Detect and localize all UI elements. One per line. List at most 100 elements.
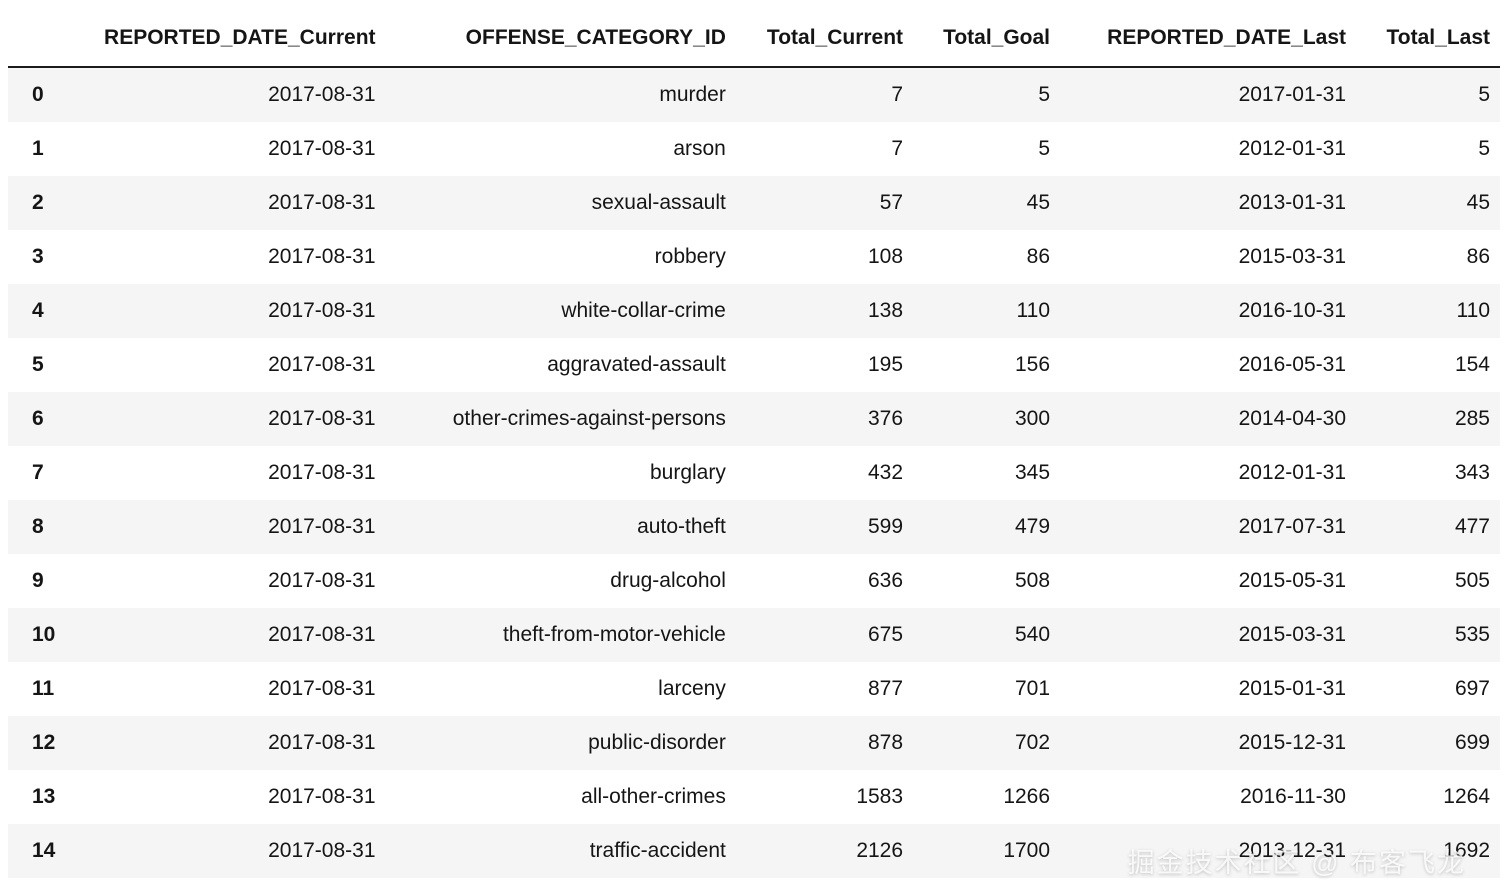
row-index: 5 xyxy=(32,353,44,376)
table-cell-Total_Last: 1692 xyxy=(1443,839,1490,862)
table-cell-REPORTED_DATE_Last: 2013-01-31 xyxy=(1238,191,1346,214)
column-header-total-last: Total_Last xyxy=(1356,4,1500,68)
table-cell-Total_Current: 138 xyxy=(868,299,904,322)
table-cell-Total_Goal: 479 xyxy=(1014,515,1051,538)
table-cell-REPORTED_DATE_Last: 2014-04-30 xyxy=(1238,407,1346,430)
table-cell-REPORTED_DATE_Current: 2017-08-31 xyxy=(268,299,376,322)
table-cell-OFFENSE_CATEGORY_ID: aggravated-assault xyxy=(547,353,726,376)
table-cell-OFFENSE_CATEGORY_ID: all-other-crimes xyxy=(581,785,726,808)
table-cell-Total_Last: 154 xyxy=(1454,353,1490,376)
table-cell-Total_Current: 675 xyxy=(868,623,904,646)
table-cell-Total_Current: 636 xyxy=(868,569,904,592)
row-index: 8 xyxy=(32,515,44,538)
table-cell-Total_Current: 877 xyxy=(868,677,904,700)
table-cell-REPORTED_DATE_Current: 2017-08-31 xyxy=(268,83,376,106)
table-cell-REPORTED_DATE_Current: 2017-08-31 xyxy=(268,461,376,484)
table-cell-Total_Current: 599 xyxy=(868,515,904,538)
table-cell-Total_Last: 110 xyxy=(1456,299,1490,322)
table-cell-REPORTED_DATE_Current: 2017-08-31 xyxy=(268,191,376,214)
table-cell-REPORTED_DATE_Current: 2017-08-31 xyxy=(268,731,376,754)
table-cell-Total_Goal: 300 xyxy=(1014,407,1051,430)
row-index: 12 xyxy=(32,731,56,754)
row-index: 9 xyxy=(32,569,44,592)
table-cell-REPORTED_DATE_Last: 2015-03-31 xyxy=(1238,245,1346,268)
table-cell-Total_Current: 108 xyxy=(868,245,904,268)
table-cell-Total_Last: 45 xyxy=(1466,191,1490,214)
table-cell-REPORTED_DATE_Current: 2017-08-31 xyxy=(268,677,376,700)
table-cell-REPORTED_DATE_Last: 2016-11-30 xyxy=(1240,785,1346,808)
table-cell-Total_Last: 1264 xyxy=(1443,785,1490,808)
column-header-total-goal: Total_Goal xyxy=(913,4,1061,68)
table-cell-REPORTED_DATE_Last: 2013-12-31 xyxy=(1238,839,1346,862)
table-cell-Total_Goal: 45 xyxy=(1026,191,1051,214)
table-row: 5 2017-08-31 aggravated-assault 195 156 2016-… xyxy=(8,338,1500,392)
table-cell-REPORTED_DATE_Last: 2015-12-31 xyxy=(1238,731,1346,754)
table-cell-REPORTED_DATE_Current: 2017-08-31 xyxy=(268,353,376,376)
table-cell-Total_Current: 7 xyxy=(891,137,904,160)
table-cell-OFFENSE_CATEGORY_ID: other-crimes-against-persons xyxy=(452,407,726,430)
table-cell-OFFENSE_CATEGORY_ID: burglary xyxy=(649,461,726,484)
table-row: 12 2017-08-31 public-disorder 878 702 2015-12… xyxy=(8,716,1500,770)
table-cell-REPORTED_DATE_Last: 2017-01-31 xyxy=(1238,83,1346,106)
table-cell-Total_Goal: 702 xyxy=(1014,731,1051,754)
table-cell-REPORTED_DATE_Last: 2015-03-31 xyxy=(1238,623,1346,646)
table-row: 7 2017-08-31 burglary 432 345 2012-01-31 343 xyxy=(8,446,1500,500)
row-index: 1 xyxy=(32,137,44,160)
table-cell-REPORTED_DATE_Last: 2016-05-31 xyxy=(1238,353,1346,376)
table-cell-Total_Goal: 86 xyxy=(1026,245,1051,268)
table-cell-REPORTED_DATE_Last: 2012-01-31 xyxy=(1238,137,1346,160)
table-row: 10 2017-08-31 theft-from-motor-vehicle 675 5… xyxy=(8,608,1500,662)
table-cell-Total_Last: 477 xyxy=(1454,515,1490,538)
row-index: 7 xyxy=(32,461,44,484)
table-cell-REPORTED_DATE_Current: 2017-08-31 xyxy=(268,407,376,430)
table-cell-Total_Goal: 5 xyxy=(1038,83,1051,106)
table-cell-Total_Current: 432 xyxy=(868,461,904,484)
table-cell-REPORTED_DATE_Current: 2017-08-31 xyxy=(268,623,376,646)
table-cell-Total_Current: 1583 xyxy=(856,785,904,808)
row-index: 14 xyxy=(32,839,56,862)
table-cell-REPORTED_DATE_Current: 2017-08-31 xyxy=(268,785,376,808)
table-cell-OFFENSE_CATEGORY_ID: arson xyxy=(673,137,726,160)
table-cell-Total_Goal: 5 xyxy=(1038,137,1051,160)
table-cell-Total_Last: 697 xyxy=(1454,677,1490,700)
table-cell-Total_Goal: 1266 xyxy=(1003,785,1051,808)
table-cell-Total_Current: 7 xyxy=(891,83,904,106)
table-row: 8 2017-08-31 auto-theft 599 479 2017-07-31 477 xyxy=(8,500,1500,554)
table-cell-OFFENSE_CATEGORY_ID: public-disorder xyxy=(588,731,726,754)
header-row: REPORTED_DATE_Current OFFENSE_CATEGORY_I… xyxy=(8,4,1500,68)
table-cell-Total_Last: 5 xyxy=(1478,137,1490,160)
table-cell-Total_Goal: 540 xyxy=(1014,623,1051,646)
table-cell-OFFENSE_CATEGORY_ID: white-collar-crime xyxy=(561,299,726,322)
column-header-reported-date-last: REPORTED_DATE_Last xyxy=(1060,4,1356,68)
table-cell-REPORTED_DATE_Current: 2017-08-31 xyxy=(268,515,376,538)
table-cell-Total_Last: 699 xyxy=(1454,731,1490,754)
table-cell-REPORTED_DATE_Current: 2017-08-31 xyxy=(268,569,376,592)
row-index: 4 xyxy=(32,299,44,322)
table-cell-REPORTED_DATE_Current: 2017-08-31 xyxy=(268,839,376,862)
table-cell-REPORTED_DATE_Last: 2015-05-31 xyxy=(1238,569,1346,592)
row-index: 11 xyxy=(32,677,55,700)
table-cell-REPORTED_DATE_Last: 2016-10-31 xyxy=(1238,299,1346,322)
table-row: 11 2017-08-31 larceny 877 701 2015-01-31 697 xyxy=(8,662,1500,716)
table-cell-REPORTED_DATE_Current: 2017-08-31 xyxy=(268,245,376,268)
table-cell-Total_Current: 878 xyxy=(868,731,904,754)
table-row: 2 2017-08-31 sexual-assault 57 45 2013-01-31 4… xyxy=(8,176,1500,230)
column-header-reported-date-current: REPORTED_DATE_Current xyxy=(63,4,386,68)
dataframe-table: REPORTED_DATE_Current OFFENSE_CATEGORY_I… xyxy=(8,4,1500,878)
table-cell-Total_Goal: 345 xyxy=(1014,461,1051,484)
table-cell-Total_Current: 195 xyxy=(868,353,904,376)
table-cell-REPORTED_DATE_Last: 2015-01-31 xyxy=(1238,677,1346,700)
table-cell-Total_Goal: 156 xyxy=(1014,353,1051,376)
table-cell-OFFENSE_CATEGORY_ID: robbery xyxy=(654,245,726,268)
table-header: REPORTED_DATE_Current OFFENSE_CATEGORY_I… xyxy=(8,4,1500,68)
table-cell-Total_Goal: 1700 xyxy=(1003,839,1051,862)
table-cell-Total_Goal: 701 xyxy=(1014,677,1051,700)
table-row: 6 2017-08-31 other-crimes-against-persons 3… xyxy=(8,392,1500,446)
table-cell-REPORTED_DATE_Last: 2012-01-31 xyxy=(1238,461,1346,484)
table-cell-OFFENSE_CATEGORY_ID: sexual-assault xyxy=(591,191,726,214)
column-header-total-current: Total_Current xyxy=(735,4,914,68)
table-cell-OFFENSE_CATEGORY_ID: theft-from-motor-vehicle xyxy=(502,623,726,646)
table-cell-Total_Current: 376 xyxy=(868,407,904,430)
table-cell-Total_Last: 86 xyxy=(1466,245,1490,268)
